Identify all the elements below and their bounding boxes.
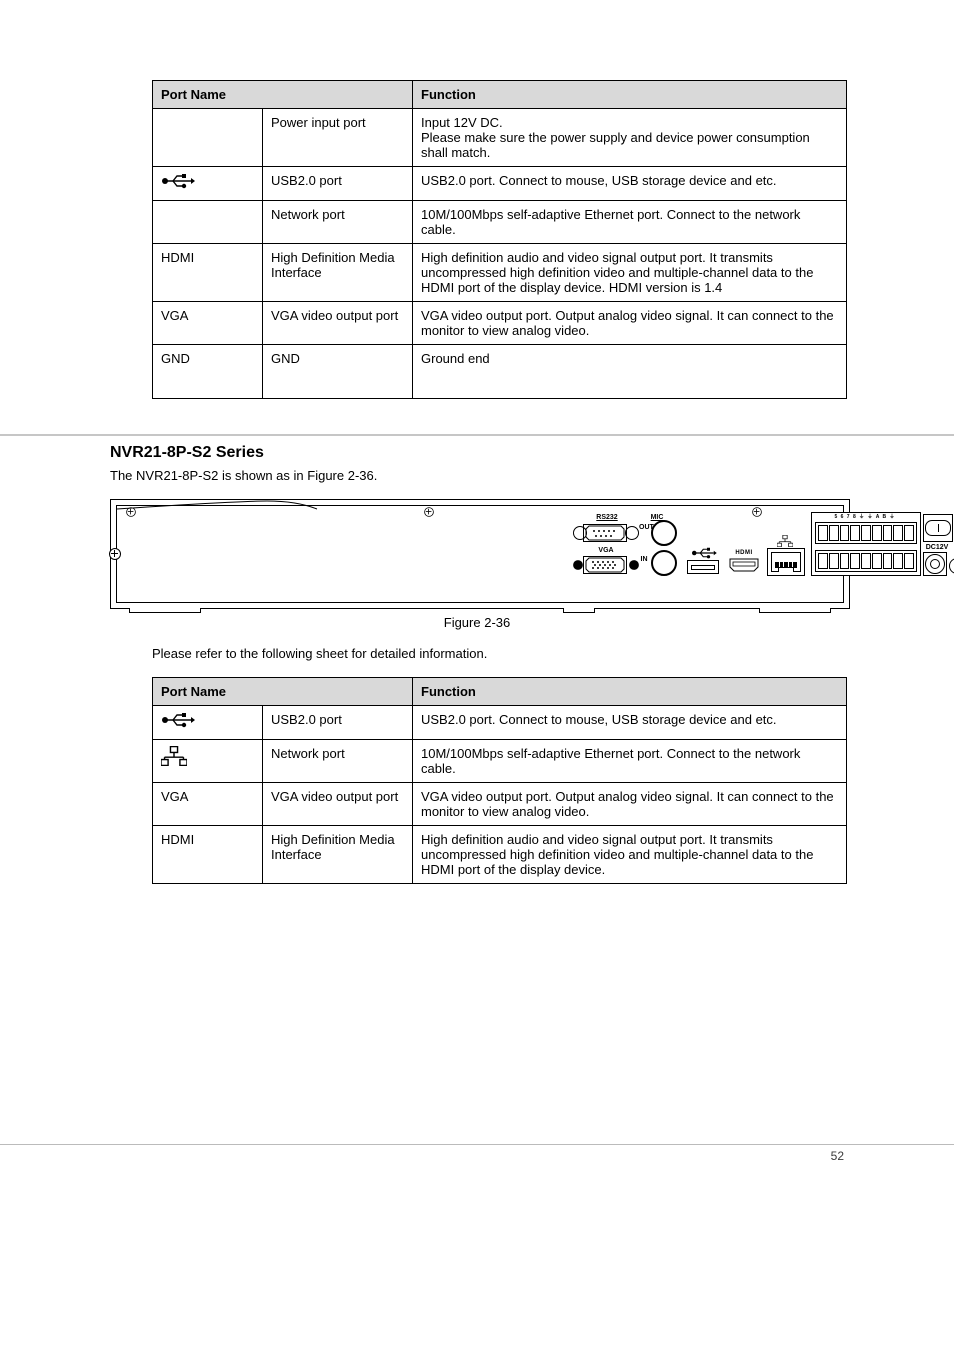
cell-func: 10M/100Mbps self-adaptive Ethernet port.… [413,740,847,783]
table-row: Network port 10M/100Mbps self-adaptive E… [153,201,847,244]
cell-func-text: Ground end [421,351,838,366]
foot [129,608,201,613]
rj45-port-icon [771,552,801,572]
cell-icon [153,201,263,244]
cell-func: High definition audio and video signal o… [413,244,847,302]
cell-name: USB2.0 port [263,167,413,201]
screw-icon [629,560,639,570]
cell-icon [153,167,263,201]
th-port-name: Port Name [153,81,413,109]
cell-func-text: Input 12V DC. Please make sure the power… [421,115,810,160]
cell-func: VGA video output port. Output analog vid… [413,783,847,826]
port-table-2: Port Name Function [152,677,847,884]
cell-name: USB2.0 port [263,706,413,740]
usb-port-icon [687,560,719,574]
section-rule [0,434,954,436]
section-intro: The NVR21-8P-S2 is shown as in Figure 2-… [110,468,954,483]
in-label: IN [639,556,649,563]
th-port-name: Port Name [153,678,413,706]
cell-name: GND [263,345,413,399]
screw-icon [109,548,121,560]
rs232-port-icon [583,524,627,542]
usb-icon [161,712,195,733]
cell-func: 10M/100Mbps self-adaptive Ethernet port.… [413,201,847,244]
terminal-block-icon [815,522,917,544]
section-title: NVR21-8P-S2 Series [110,444,954,462]
port-table-1: Port Name Function Power input port Inpu… [152,80,847,399]
mic-in-port-icon [651,550,677,576]
cell-func: USB2.0 port. Connect to mouse, USB stora… [413,167,847,201]
figure-caption: Figure 2-36 [0,615,954,630]
th-function: Function [413,81,847,109]
table-row: Power input port Input 12V DC. Please ma… [153,109,847,167]
table-header-row: Port Name Function [153,678,847,706]
screw-icon [573,560,583,570]
cell-icon [153,706,263,740]
dc12v-label: DC12V [923,544,951,551]
rs232-label: RS232 [587,514,627,521]
cell-icon: GND [153,345,263,399]
ground-icon [949,558,954,574]
foot [759,608,831,613]
vga-port-icon [583,556,627,574]
screw-icon [625,526,639,540]
cell-func: Input 12V DC. Please make sure the power… [413,109,847,167]
screw-icon [573,526,587,540]
dc-jack-icon [925,554,943,572]
cell-icon [153,740,263,783]
cell-name: Network port [263,201,413,244]
cell-name: VGA video output port [263,302,413,345]
cell-func: VGA video output port. Output analog vid… [413,302,847,345]
mic-out-port-icon [651,520,677,546]
cell-icon [153,109,263,167]
cell-icon: HDMI [153,826,263,884]
panel-ridge [117,500,845,510]
cell-name: VGA video output port [263,783,413,826]
rear-panel-figure: RS232 VGA MIC OUT IN [110,499,850,609]
table-row: GND GND Ground end [153,345,847,399]
rear-panel: RS232 VGA MIC OUT IN [110,499,850,609]
cell-name: High Definition Media Interface [263,826,413,884]
footer-page-number: 52 [831,1149,844,1163]
th-function: Function [413,678,847,706]
power-switch-icon [925,520,951,536]
table-row: USB2.0 port USB2.0 port. Connect to mous… [153,167,847,201]
vga-label: VGA [593,547,619,554]
cell-name: Power input port [263,109,413,167]
table-row: VGA VGA video output port VGA video outp… [153,302,847,345]
table-row: VGA VGA video output port VGA video outp… [153,783,847,826]
foot [563,608,595,613]
terminal-block-icon [815,550,917,572]
cell-func: USB2.0 port. Connect to mouse, USB stora… [413,706,847,740]
table-row: HDMI High Definition Media Interface Hig… [153,244,847,302]
cell-name: High Definition Media Interface [263,244,413,302]
table-row: HDMI High Definition Media Interface Hig… [153,826,847,884]
cell-icon: VGA [153,302,263,345]
cell-name: Network port [263,740,413,783]
page-footer: 52 [0,1144,954,1163]
cell-func: High definition audio and video signal o… [413,826,847,884]
cell-icon: HDMI [153,244,263,302]
table-row: Network port 10M/100Mbps self-adaptive E… [153,740,847,783]
table-header-row: Port Name Function [153,81,847,109]
cell-func: Ground end [413,345,847,399]
table2-intro: Please refer to the following sheet for … [152,646,954,661]
cell-icon: VGA [153,783,263,826]
network-icon [161,746,254,766]
hdmi-port-icon [729,558,759,572]
hdmi-label: HDMI [729,550,759,556]
usb-icon [161,173,195,194]
table-row: USB2.0 port USB2.0 port. Connect to mous… [153,706,847,740]
io-labels-top: 5 6 7 8 ⏚ ⏚ A B ⏚ [813,515,917,520]
